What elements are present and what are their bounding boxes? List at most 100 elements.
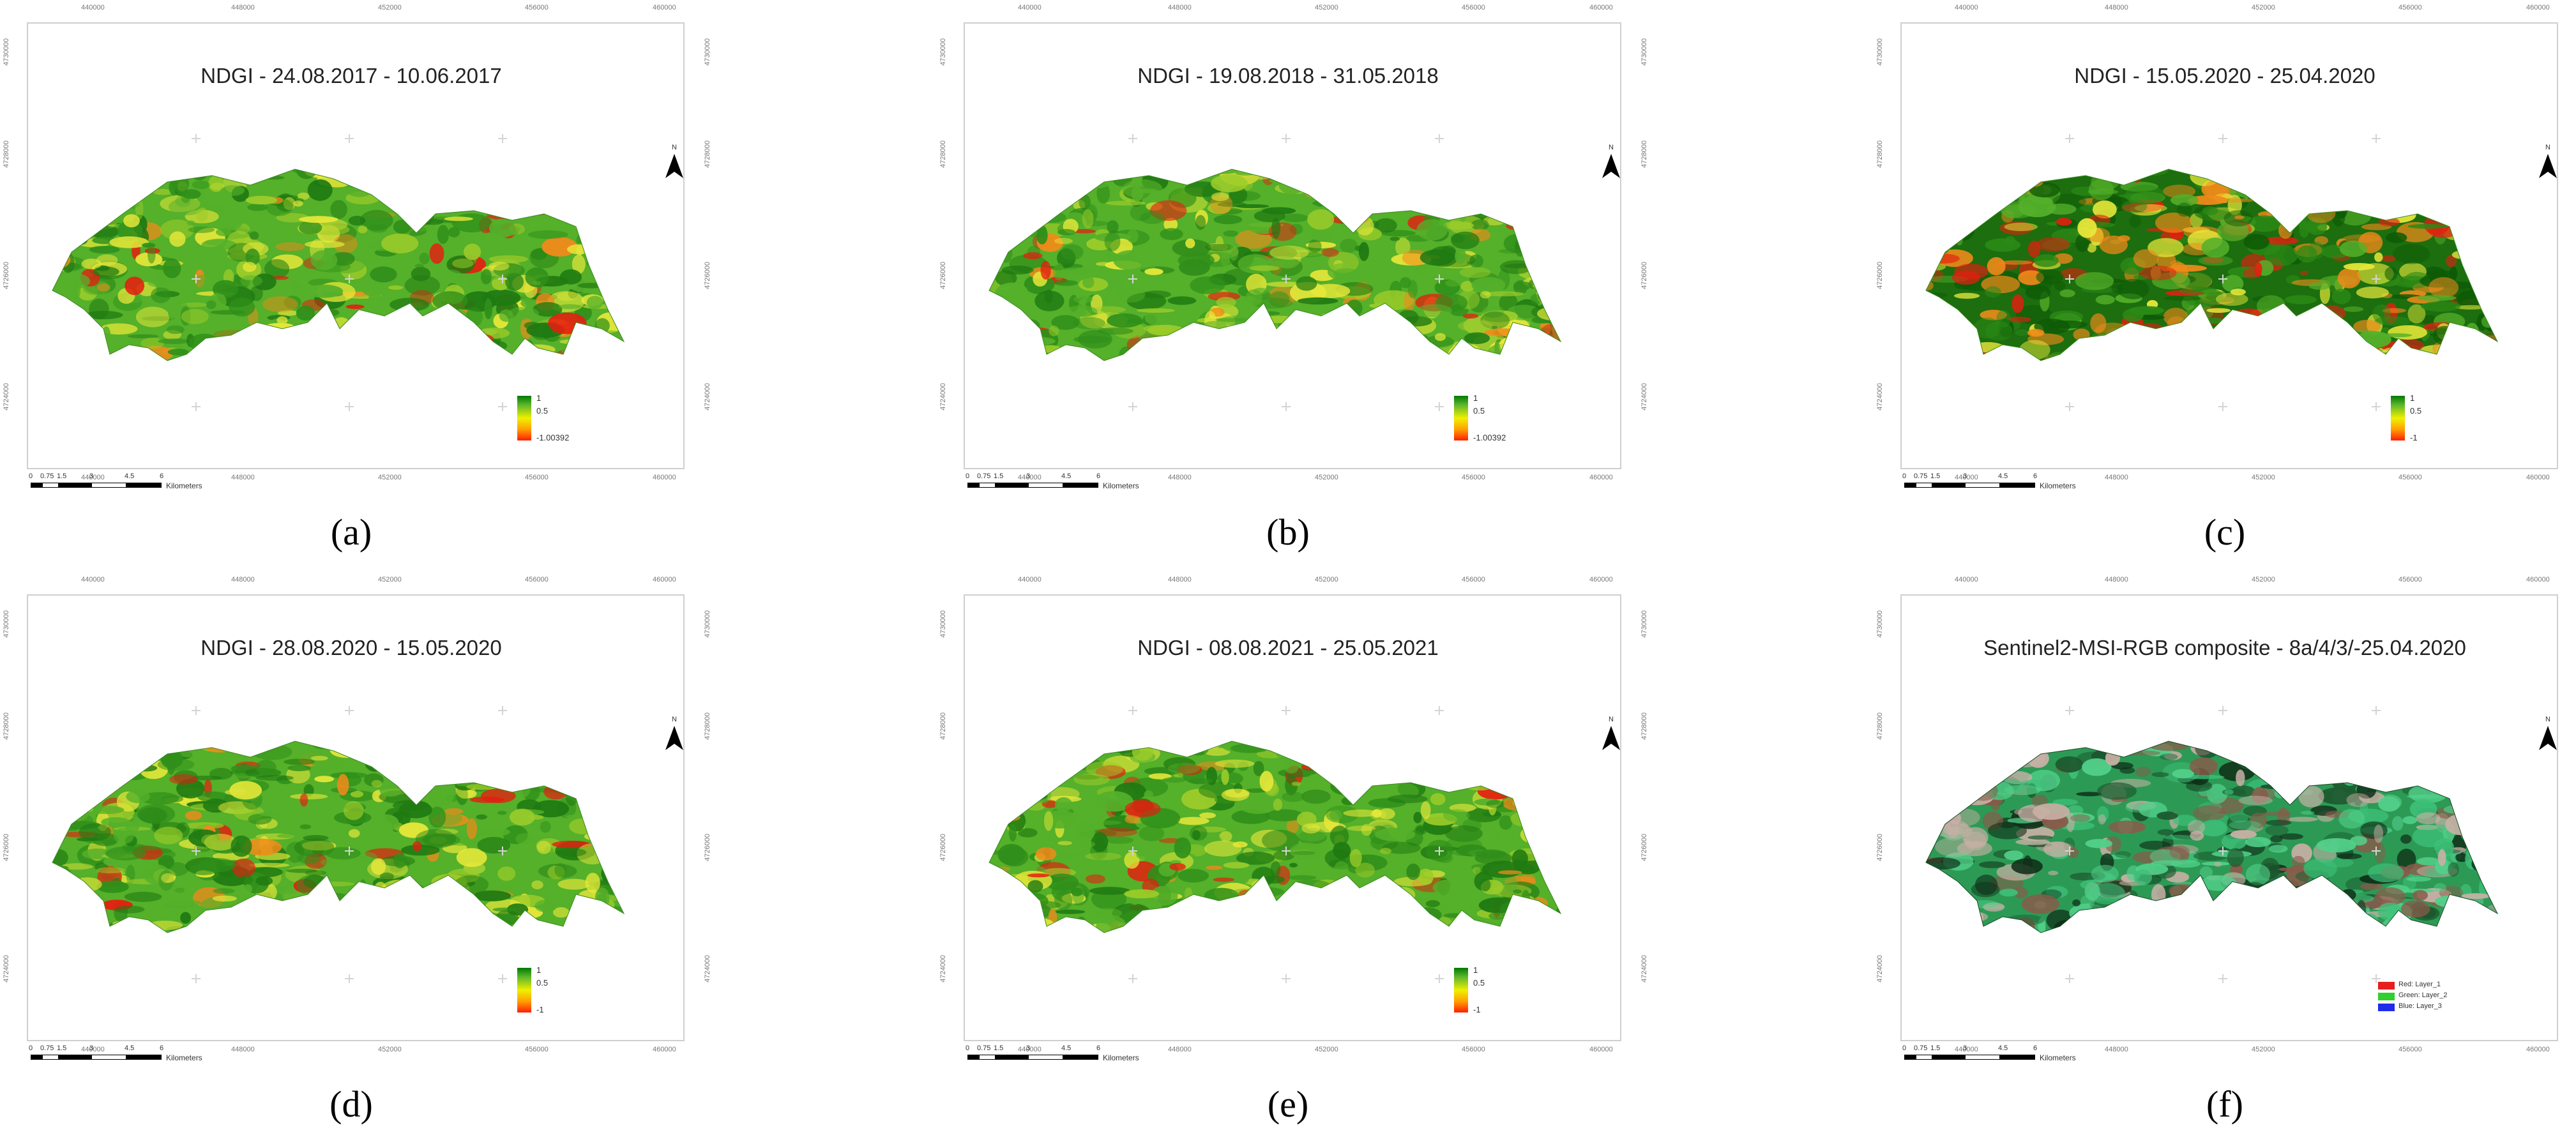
legend-label: -1: [536, 1005, 544, 1014]
grid-cross: [345, 402, 354, 411]
scale-label: 0.75: [977, 472, 991, 480]
left-tick-label: 4730000: [1876, 610, 1884, 638]
right-tick-label: 4730000: [704, 38, 711, 66]
right-tick-label: 4726000: [704, 262, 711, 289]
grid-cross: [1282, 134, 1291, 143]
right-tick-label: 4724000: [704, 383, 711, 410]
top-tick-label: 460000: [2526, 576, 2550, 583]
left-tick-label: 4730000: [939, 610, 947, 638]
map-title: NDGI - 28.08.2020 - 15.05.2020: [201, 636, 502, 659]
scale-label: 4.5: [125, 472, 135, 480]
left-tick-label: 4726000: [1876, 262, 1884, 289]
scale-label: 6: [160, 472, 164, 480]
legend-color-ramp: [1454, 968, 1468, 1012]
grid-cross: [2372, 275, 2381, 283]
grid-cross: [498, 974, 507, 983]
top-tick-label: 440000: [81, 4, 105, 11]
top-tick-label: 460000: [653, 576, 676, 583]
legend-label: 0.5: [1473, 978, 1485, 988]
top-tick-label: 448000: [1168, 4, 1192, 11]
scale-segment: [42, 1055, 59, 1060]
map-raster: [989, 169, 1562, 361]
grid-cross: [2065, 974, 2074, 983]
legend-color-ramp: [1454, 396, 1468, 440]
grid-cross: [498, 134, 507, 143]
scale-label: 0.75: [1914, 472, 1928, 480]
grid-cross: [2218, 847, 2227, 855]
scale-segment: [59, 483, 91, 488]
left-tick-label: 4728000: [3, 712, 10, 740]
grid-cross: [192, 402, 201, 411]
top-tick-label: 440000: [1018, 4, 1042, 11]
scale-label: 1.5: [994, 1044, 1004, 1052]
panel-caption: (d): [330, 1083, 373, 1125]
grid-cross: [192, 706, 201, 715]
right-tick-label: 4728000: [704, 140, 711, 168]
top-tick-label: 452000: [1315, 4, 1338, 11]
left-tick-label: 4728000: [1876, 712, 1884, 740]
map-raster: [989, 741, 1562, 933]
legend-label: 1: [536, 393, 542, 403]
scale-label: 4.5: [125, 1044, 135, 1052]
scale-segment: [91, 1055, 126, 1060]
scale-unit-label: Kilometers: [1103, 481, 1139, 490]
grid-cross: [192, 134, 201, 143]
scale-segment: [1063, 483, 1098, 488]
grid-cross: [2065, 706, 2074, 715]
scale-label: 0.75: [40, 1044, 54, 1052]
map-title: NDGI - 15.05.2020 - 25.04.2020: [2074, 64, 2375, 87]
right-tick-label: 4730000: [1640, 610, 1648, 638]
grid-cross: [498, 706, 507, 715]
map-raster: [1925, 741, 2499, 933]
scale-segment: [967, 483, 979, 488]
grid-cross: [1282, 706, 1291, 715]
grid-cross: [345, 706, 354, 715]
legend-label: 1: [1473, 965, 1478, 975]
scale-label: 1.5: [57, 1044, 67, 1052]
grid-cross: [2372, 974, 2381, 983]
grid-cross: [1128, 275, 1137, 283]
map-title: NDGI - 08.08.2021 - 25.05.2021: [1137, 636, 1439, 659]
scale-label: 1.5: [994, 472, 1004, 480]
scale-label: 0: [1902, 1044, 1907, 1052]
top-tick-label: 452000: [2252, 576, 2275, 583]
scale-segment: [1932, 483, 1965, 488]
scale-segment: [979, 1055, 996, 1060]
panel-caption: (c): [2204, 511, 2246, 553]
scale-segment: [1965, 1055, 2000, 1060]
right-tick-label: 4728000: [1640, 140, 1648, 168]
left-tick-label: 4728000: [939, 140, 947, 168]
top-tick-label: 448000: [2105, 4, 2128, 11]
legend-label: 0.5: [2410, 406, 2422, 416]
rgb-swatch: [2378, 1004, 2395, 1011]
grid-cross: [1282, 402, 1291, 411]
scale-segment: [1904, 1055, 1916, 1060]
scale-label: 4.5: [1061, 1044, 1072, 1052]
scale-label: 4.5: [1998, 472, 2008, 480]
scale-unit-label: Kilometers: [2040, 481, 2076, 490]
grid-cross: [2065, 275, 2074, 283]
grid-cross: [1435, 706, 1444, 715]
scale-label: 6: [2033, 1044, 2038, 1052]
map-legend: 1 0.5 -1.00392: [1454, 393, 1543, 453]
top-tick-label: 448000: [2105, 576, 2128, 583]
rgb-swatch: [2378, 982, 2395, 990]
grid-cross: [1128, 706, 1137, 715]
scale-segment: [59, 1055, 91, 1060]
grid-cross: [192, 275, 201, 283]
scale-bar: 0 0.75 1.5 3 4.5 6 Kilometers: [966, 472, 1178, 498]
top-tick-label: 440000: [1955, 576, 1978, 583]
legend-label: -1.00392: [536, 433, 570, 442]
grid-cross: [2065, 402, 2074, 411]
scale-label: 6: [1096, 1044, 1101, 1052]
top-tick-label: 460000: [1589, 4, 1613, 11]
left-tick-label: 4724000: [3, 955, 10, 982]
north-arrow-icon: N: [2536, 716, 2559, 754]
map-panel: 440000 440000 448000 448000 452000 452000 4560…: [0, 0, 711, 553]
legend-label: 1: [1473, 393, 1478, 403]
grid-cross: [1435, 134, 1444, 143]
grid-cross: [1282, 974, 1291, 983]
top-tick-label: 440000: [81, 576, 105, 583]
map-title: NDGI - 19.08.2018 - 31.05.2018: [1137, 64, 1439, 87]
map-raster: [52, 169, 625, 361]
